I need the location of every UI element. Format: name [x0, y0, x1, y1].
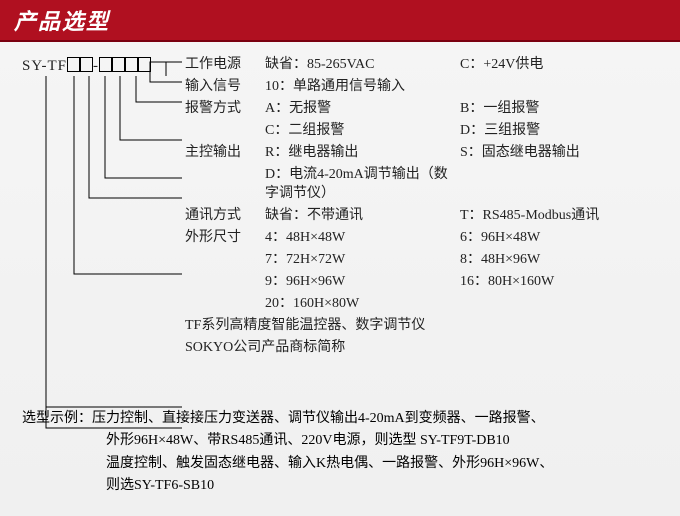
code-box — [99, 57, 112, 72]
row-label — [185, 251, 265, 270]
example-note: 选型示例：压力控制、直接接压力变送器、调节仪输出4-20mA到变频器、一路报警、… — [22, 408, 662, 498]
row-options: 缺省：85-265VACC：+24V供电 — [265, 56, 665, 75]
code-box — [125, 57, 138, 72]
option-text: C：二组报警 — [265, 122, 460, 141]
code-box — [138, 57, 151, 72]
option-text: D：电流4-20mA调节输出（数字调节仪） — [265, 166, 460, 204]
row-label: 报警方式 — [185, 100, 265, 119]
row-label: 主控输出 — [185, 144, 265, 163]
note-line2: 外形96H×48W、带RS485通讯、220V电源，则选型 SY-TF9T-DB… — [106, 430, 662, 452]
spec-row: 报警方式A：无报警B：一组报警 — [185, 100, 665, 119]
spec-row: C：二组报警D：三组报警 — [185, 122, 665, 141]
option-text: 6：96H×48W — [460, 229, 655, 248]
spec-row: SOKYO公司产品商标简称 — [185, 339, 665, 358]
row-label — [185, 295, 265, 314]
option-text: 16：80H×160W — [460, 273, 655, 292]
model-prefix: SY-TF — [22, 58, 67, 74]
model-code: SY-TF- — [22, 56, 151, 76]
code-box — [112, 57, 125, 72]
option-text: 缺省：不带通讯 — [265, 207, 460, 226]
row-options: R：继电器输出S：固态继电器输出 — [265, 144, 665, 163]
row-label: 外形尺寸 — [185, 229, 265, 248]
content-area: SY-TF- 工作电源缺省：85-265VACC：+24V供电输入信号10：单路… — [0, 42, 680, 56]
spec-row: 20：160H×80W — [185, 295, 665, 314]
row-options: A：无报警B：一组报警 — [265, 100, 665, 119]
option-text: 20：160H×80W — [265, 295, 460, 314]
row-label: 输入信号 — [185, 78, 265, 97]
row-options: 20：160H×80W — [265, 295, 665, 314]
option-text: A：无报警 — [265, 100, 460, 119]
row-full-text: TF系列高精度智能温控器、数字调节仪 — [185, 317, 425, 336]
row-options: 9：96H×96W16：80H×160W — [265, 273, 665, 292]
option-text: 7：72H×72W — [265, 251, 460, 270]
spec-row: 工作电源缺省：85-265VACC：+24V供电 — [185, 56, 665, 75]
code-box — [67, 57, 80, 72]
row-options: D：电流4-20mA调节输出（数字调节仪） — [265, 166, 665, 204]
row-label — [185, 166, 265, 204]
option-text: T：RS485-Modbus通讯 — [460, 207, 655, 226]
spec-rows: 工作电源缺省：85-265VACC：+24V供电输入信号10：单路通用信号输入报… — [185, 56, 665, 361]
option-text: 8：48H×96W — [460, 251, 655, 270]
option-text: B：一组报警 — [460, 100, 655, 119]
row-options: 7：72H×72W8：48H×96W — [265, 251, 665, 270]
spec-row: 外形尺寸4：48H×48W6：96H×48W — [185, 229, 665, 248]
option-text: 缺省：85-265VAC — [265, 56, 460, 75]
spec-row: TF系列高精度智能温控器、数字调节仪 — [185, 317, 665, 336]
note-line4: 则选SY-TF6-SB10 — [106, 475, 662, 497]
spec-row: 输入信号10：单路通用信号输入 — [185, 78, 665, 97]
option-text: C：+24V供电 — [460, 56, 655, 75]
row-options: 缺省：不带通讯T：RS485-Modbus通讯 — [265, 207, 665, 226]
row-options: 10：单路通用信号输入 — [265, 78, 665, 97]
spec-row: D：电流4-20mA调节输出（数字调节仪） — [185, 166, 665, 204]
row-options: C：二组报警D：三组报警 — [265, 122, 665, 141]
option-text: R：继电器输出 — [265, 144, 460, 163]
bracket-lines — [22, 56, 192, 446]
spec-row: 7：72H×72W8：48H×96W — [185, 251, 665, 270]
option-text: 10：单路通用信号输入 — [265, 78, 460, 97]
spec-row: 9：96H×96W16：80H×160W — [185, 273, 665, 292]
option-text: 9：96H×96W — [265, 273, 460, 292]
spec-row: 主控输出R：继电器输出S：固态继电器输出 — [185, 144, 665, 163]
header-title: 产品选型 — [0, 0, 680, 42]
note-line3: 温度控制、触发固态继电器、输入K热电偶、一路报警、外形96H×96W、 — [106, 453, 662, 475]
row-label: 工作电源 — [185, 56, 265, 75]
row-full-text: SOKYO公司产品商标简称 — [185, 339, 345, 358]
note-line1: 选型示例：压力控制、直接接压力变送器、调节仪输出4-20mA到变频器、一路报警、 — [22, 408, 662, 430]
row-label — [185, 273, 265, 292]
row-options: 4：48H×48W6：96H×48W — [265, 229, 665, 248]
option-text: 4：48H×48W — [265, 229, 460, 248]
code-box — [80, 57, 93, 72]
row-label: 通讯方式 — [185, 207, 265, 226]
spec-row: 通讯方式缺省：不带通讯T：RS485-Modbus通讯 — [185, 207, 665, 226]
row-label — [185, 122, 265, 141]
option-text: S：固态继电器输出 — [460, 144, 655, 163]
option-text: D：三组报警 — [460, 122, 655, 141]
